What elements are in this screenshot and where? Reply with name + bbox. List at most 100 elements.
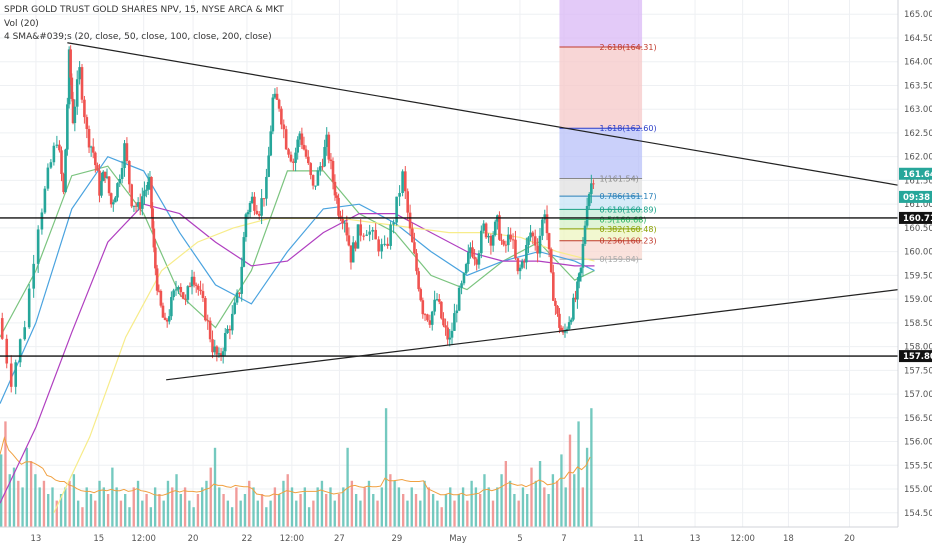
candle-body-227: [529, 232, 532, 238]
volume-bar-129: [551, 474, 555, 527]
candle-body-161: [374, 229, 377, 240]
volume-bar-48: [205, 480, 208, 527]
candle-body-225: [525, 244, 528, 263]
candle-body-32: [91, 146, 95, 153]
volume-bar-56: [239, 500, 242, 527]
candle-body-4: [18, 339, 22, 363]
volume-bar-54: [230, 507, 234, 527]
volume-bar-99: [423, 480, 426, 527]
candle-body-216: [504, 244, 508, 246]
candle-body-191: [448, 337, 452, 340]
volume-bar-3: [12, 467, 16, 527]
candle-body-13: [52, 145, 56, 163]
candle-body-234: [545, 214, 549, 234]
candle-body-235: [547, 233, 551, 250]
candle-body-160: [371, 229, 374, 232]
candle-body-0: [0, 318, 4, 339]
fib-level-label-7: 0.236(160.23): [599, 237, 656, 246]
volume-bar-108: [461, 487, 465, 527]
candle-body-224: [522, 261, 526, 263]
candle-body-153: [351, 242, 355, 263]
candle-body-193: [453, 313, 456, 331]
candle-body-25: [75, 79, 79, 107]
candle-body-179: [421, 300, 425, 315]
candle-body-165: [386, 243, 389, 246]
candle-body-241: [559, 327, 563, 331]
volume-bar-25: [106, 494, 110, 527]
volume-bar-98: [419, 500, 422, 527]
candle-body-188: [442, 318, 445, 326]
volume-bar-1: [4, 421, 7, 527]
chart-legend: SPDR GOLD TRUST GOLD SHARES NPV, 15, NYS…: [4, 4, 284, 45]
time-tick-10: 7: [561, 534, 566, 544]
candle-body-211: [493, 221, 497, 236]
volume-bar-27: [115, 487, 118, 527]
candle-body-207: [484, 223, 488, 238]
trendlines[interactable]: [67, 42, 899, 381]
candle-body-213: [498, 215, 501, 240]
volume-bar-32: [136, 480, 140, 527]
candle-body-41: [109, 193, 113, 205]
volume-bar-93: [397, 487, 401, 527]
time-axis[interactable]: 13 15 12:00 20 22 12:00 27 29 May 5 7 11 13 12:00 18 20: [0, 526, 898, 550]
volume-bar-7: [29, 461, 33, 527]
volume-bar-87: [372, 494, 375, 527]
candle-body-15: [58, 144, 61, 151]
candle-body-217: [506, 234, 510, 246]
volume-bar-126: [538, 461, 542, 527]
candle-body-167: [392, 222, 395, 225]
candle-body-230: [536, 245, 539, 254]
candle-body-8: [36, 229, 40, 264]
volume-bar-57: [243, 494, 247, 527]
fib-zone-4: [559, 209, 643, 220]
candle-body-73: [174, 289, 178, 291]
candle-body-168: [395, 196, 398, 223]
volume-bar-95: [406, 500, 409, 527]
last-price-label-0: 161.64: [903, 170, 932, 180]
volume-bar-29: [124, 494, 127, 527]
volume-bar-105: [449, 487, 452, 527]
sma-indicator-label[interactable]: 4 SMA&#039;s (20, close, 50, close, 100,…: [4, 32, 272, 42]
price-axis[interactable]: 165.00 164.50 164.00 163.50 163.00 162.50 162.…: [897, 0, 932, 550]
line-price-label-0: 160.71: [903, 214, 932, 224]
fib-level-label-6: 0.382(160.48): [599, 225, 656, 234]
candle-body-150: [345, 222, 349, 236]
volume-bar-9: [38, 487, 41, 527]
candle-body-149: [343, 222, 346, 224]
candle-body-145: [335, 195, 339, 198]
candle-body-244: [565, 328, 569, 331]
candle-body-208: [487, 235, 490, 238]
last-price-label-1: 09:38: [903, 193, 930, 203]
volume-bar-35: [149, 507, 153, 527]
volume-bar-66: [282, 480, 285, 527]
price-tick-0: 165.00: [904, 10, 932, 20]
candle-body-246: [569, 319, 573, 323]
volume-bar-60: [256, 500, 259, 527]
volume-bar-37: [158, 494, 161, 527]
candle-body-114: [267, 155, 270, 177]
candle-body-51: [132, 205, 136, 207]
volume-bar-44: [188, 500, 191, 527]
candle-body-158: [365, 234, 368, 236]
volume-bar-10: [42, 480, 46, 527]
candle-body-45: [118, 178, 122, 184]
fibonacci-extension[interactable]: 2.618(164.31) 1.618(162.60) 1(161.54) 0.786…: [559, 0, 657, 264]
candle-body-162: [377, 239, 380, 252]
candle-body-156: [359, 224, 362, 236]
candle-body-118: [275, 93, 279, 100]
candle-body-19: [66, 104, 69, 150]
time-tick-13: 12:00: [730, 534, 755, 544]
candle-body-248: [574, 297, 577, 300]
candle-body-97: [228, 328, 232, 331]
candle-body-252: [581, 243, 585, 268]
candle-body-93: [219, 353, 223, 356]
candle-body-171: [403, 171, 407, 192]
candle-body-6: [27, 288, 31, 328]
volume-indicator-label[interactable]: Vol (20): [4, 18, 39, 29]
candle-body-111: [260, 198, 263, 216]
volume-bar-21: [89, 494, 93, 527]
volume-bar-20: [85, 487, 88, 527]
horizontal-lines[interactable]: [0, 217, 898, 357]
price-tick-12: 159.00: [904, 295, 932, 305]
